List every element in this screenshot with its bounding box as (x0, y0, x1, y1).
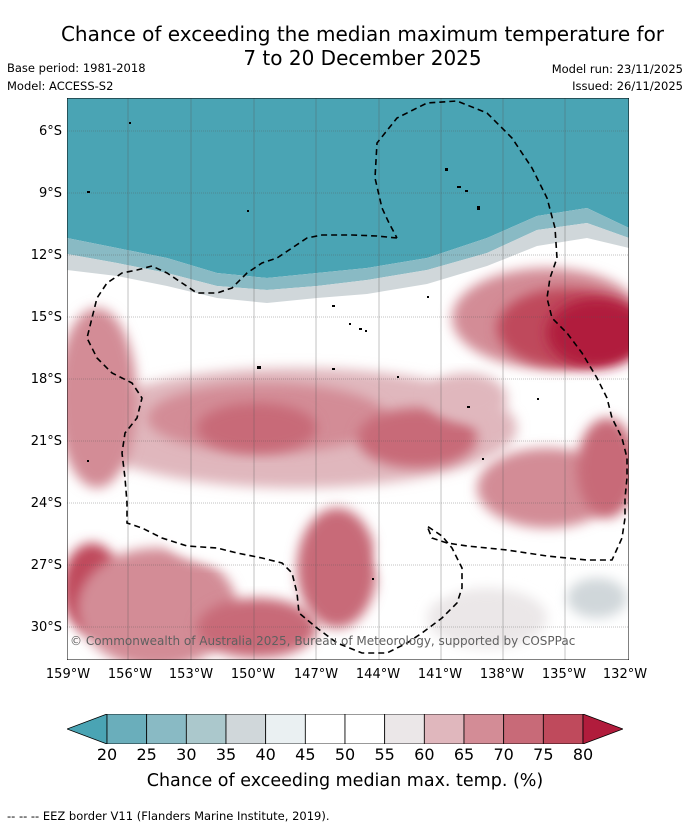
colorbar-cell (463, 714, 505, 744)
eez-footnote: -- -- -- EEZ border V11 (Flanders Marine… (7, 809, 330, 823)
lat-label-12s: 12°S (30, 248, 62, 263)
colorbar-tick-label: 25 (136, 745, 157, 764)
colorbar-cell (344, 714, 386, 744)
colorbar-tick-label: 65 (453, 745, 475, 764)
colorbar-tick-label: 75 (533, 745, 554, 764)
grid-lines (67, 98, 629, 660)
lon-label-132w: 132°W (602, 667, 648, 682)
lat-label-24s: 24°S (30, 496, 62, 511)
colorbar-tick-label: 60 (414, 745, 435, 764)
lat-label-21s: 21°S (30, 434, 62, 449)
lon-label-138w: 138°W (479, 667, 525, 682)
lat-label-27s: 27°S (30, 558, 62, 573)
colorbar-label: Chance of exceeding median max. temp. (%… (146, 771, 544, 791)
lon-label-156w: 156°W (107, 667, 153, 682)
model-run: Model run: 23/11/2025 (551, 62, 683, 76)
base-period: Base period: 1981-2018 (7, 61, 146, 75)
lon-label-159w: 159°W (45, 667, 91, 682)
colorbar-tick-label: 20 (96, 745, 118, 764)
lat-label-30s: 30°S (30, 620, 62, 635)
colorbar-tick-label: 45 (295, 745, 316, 764)
colorbar (67, 714, 623, 744)
lon-label-147w: 147°W (293, 667, 339, 682)
title-line-1: Chance of exceeding the median maximum t… (60, 22, 665, 46)
lon-label-150w: 150°W (230, 667, 276, 682)
colorbar-cell (265, 714, 306, 744)
lat-label-9s: 9°S (38, 186, 62, 201)
lat-label-18s: 18°S (30, 372, 62, 387)
colorbar-cell (146, 714, 187, 744)
colorbar-extend-high (582, 714, 623, 744)
lat-label-6s: 6°S (38, 124, 62, 139)
map-title: Chance of exceeding the median maximum t… (40, 22, 685, 70)
model-name: Model: ACCESS-S2 (7, 79, 114, 93)
colorbar-cell (106, 714, 148, 744)
lon-label-153w: 153°W (168, 667, 214, 682)
forecast-map (67, 98, 629, 660)
lat-label-15s: 15°S (30, 310, 62, 325)
colorbar-tick-label: 80 (572, 745, 594, 764)
colorbar-cell (384, 714, 425, 744)
colorbar-tick-label: 30 (176, 745, 197, 764)
colorbar-tick-label: 55 (374, 745, 395, 764)
colorbar-cell (304, 714, 346, 744)
colorbar-cell (503, 714, 544, 744)
lon-label-141w: 141°W (417, 667, 463, 682)
title-line-2: 7 to 20 December 2025 (243, 46, 482, 70)
islands (87, 122, 539, 580)
colorbar-cell (423, 714, 465, 744)
eez-border (86, 100, 628, 654)
colorbar-extend-low (67, 714, 108, 744)
colorbar-tick-label: 70 (493, 745, 514, 764)
issued-date: Issued: 26/11/2025 (572, 79, 683, 93)
lon-label-135w: 135°W (541, 667, 587, 682)
copyright-notice: © Commonwealth of Australia 2025, Bureau… (70, 634, 576, 648)
colorbar-cell (542, 714, 584, 744)
colorbar-tick-label: 35 (215, 745, 237, 764)
colorbar-cell (225, 714, 267, 744)
colorbar-tick-label: 40 (255, 745, 276, 764)
colorbar-cell (185, 714, 227, 744)
lon-label-144w: 144°W (355, 667, 401, 682)
colorbar-tick-label: 50 (334, 745, 356, 764)
